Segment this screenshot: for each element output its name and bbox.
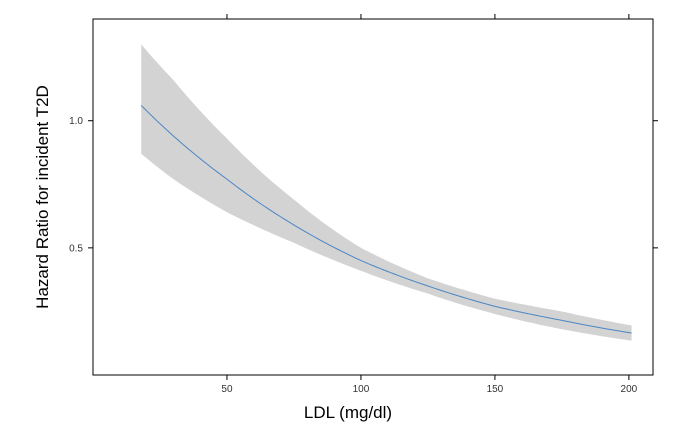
plot-frame [92, 18, 654, 376]
x-tick-label: 100 [353, 384, 370, 395]
x-axis-label: LDL (mg/dl) [304, 403, 392, 422]
confidence-band-0 [141, 44, 632, 341]
x-tick-label: 50 [221, 384, 233, 395]
y-tick-label: 1.0 [69, 116, 83, 127]
y-tick-label: 0.5 [69, 243, 83, 254]
y-axis-label: Hazard Ratio for incident T2D [33, 85, 52, 309]
x-tick-label: 200 [621, 384, 638, 395]
x-tick-label: 150 [487, 384, 504, 395]
hazard-ratio-line-0 [140, 105, 632, 334]
